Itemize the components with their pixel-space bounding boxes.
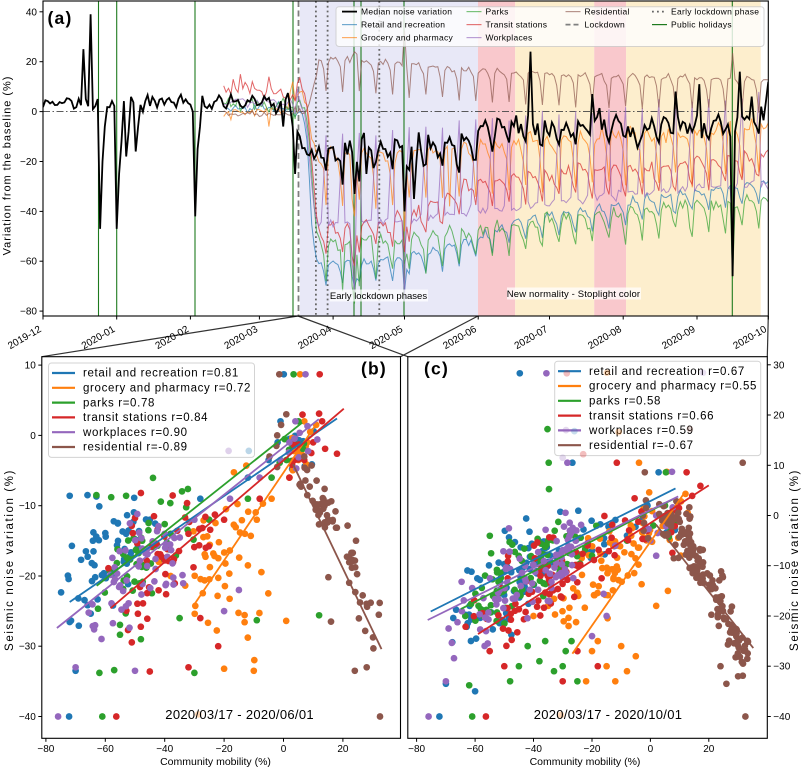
svg-text:−10: −10 — [773, 561, 790, 572]
svg-text:−80: −80 — [37, 744, 54, 755]
svg-text:Lockdown: Lockdown — [585, 20, 626, 30]
svg-text:−20: −20 — [20, 157, 37, 168]
svg-text:transit stations r=0.84: transit stations r=0.84 — [83, 412, 208, 424]
svg-text:−10: −10 — [19, 501, 36, 512]
svg-text:Retail and recreation: Retail and recreation — [361, 20, 445, 30]
svg-text:New normality - Stoplight colo: New normality - Stoplight color — [507, 289, 640, 300]
svg-text:workplaces r=0.59: workplaces r=0.59 — [588, 425, 694, 437]
svg-text:grocery and pharmacy r=0.55: grocery and pharmacy r=0.55 — [589, 381, 757, 393]
svg-text:Public holidays: Public holidays — [671, 20, 732, 30]
svg-text:10: 10 — [773, 461, 785, 472]
svg-text:−20: −20 — [584, 744, 601, 755]
svg-text:2020/03/17 - 2020/06/01: 2020/03/17 - 2020/06/01 — [165, 707, 314, 722]
svg-text:2020/03/17 - 2020/10/01: 2020/03/17 - 2020/10/01 — [534, 707, 683, 722]
svg-text:Early lockdown phases: Early lockdown phases — [330, 291, 427, 302]
svg-text:−20: −20 — [773, 612, 790, 623]
svg-text:−30: −30 — [773, 662, 790, 673]
svg-text:−80: −80 — [20, 307, 37, 318]
svg-text:(a): (a) — [48, 8, 73, 28]
svg-text:20: 20 — [773, 411, 785, 422]
svg-text:−80: −80 — [408, 744, 425, 755]
svg-text:20: 20 — [26, 57, 38, 68]
svg-text:Parks: Parks — [486, 7, 509, 17]
svg-text:0: 0 — [31, 107, 37, 118]
svg-text:30: 30 — [773, 360, 785, 371]
svg-text:grocery and pharmacy r=0.72: grocery and pharmacy r=0.72 — [83, 383, 251, 395]
svg-text:(c): (c) — [424, 359, 449, 379]
svg-text:−30: −30 — [19, 642, 36, 653]
svg-text:0: 0 — [281, 744, 287, 755]
svg-text:residential r=-0.67: residential r=-0.67 — [589, 440, 694, 452]
svg-text:20: 20 — [337, 744, 349, 755]
svg-text:−40: −40 — [525, 744, 542, 755]
svg-text:−40: −40 — [19, 712, 36, 723]
svg-text:Seismic noise variation (%): Seismic noise variation (%) — [4, 469, 16, 651]
svg-text:residential r=-0.89: residential r=-0.89 — [83, 442, 188, 454]
svg-text:10: 10 — [25, 361, 37, 372]
svg-text:−20: −20 — [216, 744, 233, 755]
svg-text:0: 0 — [773, 511, 779, 522]
svg-text:Residential: Residential — [585, 7, 630, 17]
svg-text:−60: −60 — [20, 257, 37, 268]
svg-text:Median noise variation: Median noise variation — [361, 7, 452, 17]
svg-text:Transit stations: Transit stations — [486, 20, 548, 30]
svg-text:0: 0 — [30, 431, 36, 442]
svg-text:Workplaces: Workplaces — [486, 33, 533, 43]
svg-text:−40: −40 — [20, 207, 37, 218]
svg-text:20: 20 — [703, 744, 715, 755]
svg-text:Seismic noise variation (%): Seismic noise variation (%) — [789, 469, 801, 651]
svg-text:Variation from the baseline (%: Variation from the baseline (%) — [2, 76, 14, 256]
svg-text:Community mobility (%): Community mobility (%) — [160, 756, 271, 767]
svg-text:workplaces r=0.90: workplaces r=0.90 — [82, 427, 188, 439]
svg-text:−20: −20 — [19, 572, 36, 583]
svg-text:retail and recreation r=0.67: retail and recreation r=0.67 — [589, 366, 745, 378]
svg-text:(b): (b) — [361, 359, 387, 379]
svg-text:retail and recreation r=0.81: retail and recreation r=0.81 — [83, 368, 239, 380]
svg-text:−40: −40 — [773, 712, 790, 723]
svg-text:0: 0 — [648, 744, 654, 755]
svg-text:transit stations r=0.66: transit stations r=0.66 — [589, 410, 714, 422]
svg-text:parks r=0.58: parks r=0.58 — [589, 396, 661, 408]
svg-text:40: 40 — [26, 7, 38, 18]
svg-text:Grocery and pharmacy: Grocery and pharmacy — [361, 33, 454, 43]
svg-text:−40: −40 — [156, 744, 173, 755]
svg-text:Early lockdown phase: Early lockdown phase — [671, 7, 759, 17]
svg-text:parks r=0.78: parks r=0.78 — [83, 397, 155, 409]
svg-text:Community mobility (%): Community mobility (%) — [530, 756, 641, 767]
svg-text:−60: −60 — [467, 744, 484, 755]
svg-text:−60: −60 — [97, 744, 114, 755]
